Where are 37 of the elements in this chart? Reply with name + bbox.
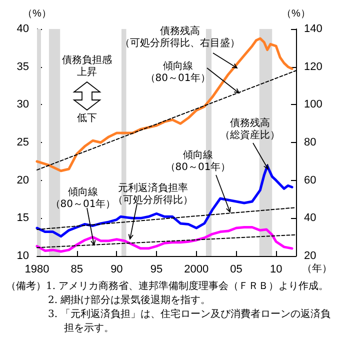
x-axis-title: （年） [302, 262, 332, 274]
line-series [36, 226, 294, 253]
line-series [36, 37, 294, 172]
x-tick-label: 2000 [184, 264, 209, 276]
text: 3. 「元利返済負担」は、住宅ローン及び消費者ローンの返済負担を示す。 [47, 308, 332, 336]
y2-tick-label: 120 [304, 60, 322, 73]
y-tick-label: 15 [16, 212, 29, 224]
annotation: 傾向線（80～01年） [50, 187, 116, 211]
annotation: 債務残高（総資産比） [220, 118, 280, 142]
annotation: 債務残高（可処分所得比、右目盛） [120, 26, 240, 50]
y2-tick-label: 40 [304, 212, 316, 224]
y-tick-label: 35 [16, 60, 29, 73]
x-tick-label: 1980 [24, 264, 50, 276]
y-tick-label: 40 [16, 23, 29, 35]
x-tick-label: 95 [150, 264, 163, 276]
text: （備考）1. アメリカ商務省、連邦準備制度理事会（ＦＲＢ）より作成。 [6, 280, 330, 294]
y2-tick-label: 100 [304, 98, 322, 111]
x-tick-label: 10 [270, 264, 282, 276]
y-tick-label: 30 [16, 98, 29, 111]
annotation: 傾向線（80～01年） [145, 61, 211, 85]
annotation: 債務負担感上昇 [62, 55, 112, 79]
y-tick-label: 20 [16, 174, 29, 186]
y-tick-label: 25 [16, 136, 29, 148]
annotation: 元利返済負担率（可処分所得比） [113, 183, 193, 207]
x-tick-label: 85 [70, 264, 83, 276]
x-tick-label: 90 [110, 264, 123, 276]
y-axis-title: （%） [22, 8, 52, 20]
x-tick-label: 05 [230, 264, 242, 276]
y2-tick-label: 140 [304, 23, 322, 35]
y-tick-label: 10 [16, 250, 29, 262]
annotation: 低下 [77, 113, 97, 125]
y2-tick-label: 20 [304, 250, 316, 262]
y2-axis-title: （%） [282, 8, 310, 20]
y2-tick-label: 60 [304, 174, 316, 186]
annotation: 傾向線（80～01年） [165, 150, 231, 174]
y2-tick-label: 80 [304, 136, 316, 148]
text: 2. 網掛け部分は景気後退期を指す。 [47, 294, 212, 308]
